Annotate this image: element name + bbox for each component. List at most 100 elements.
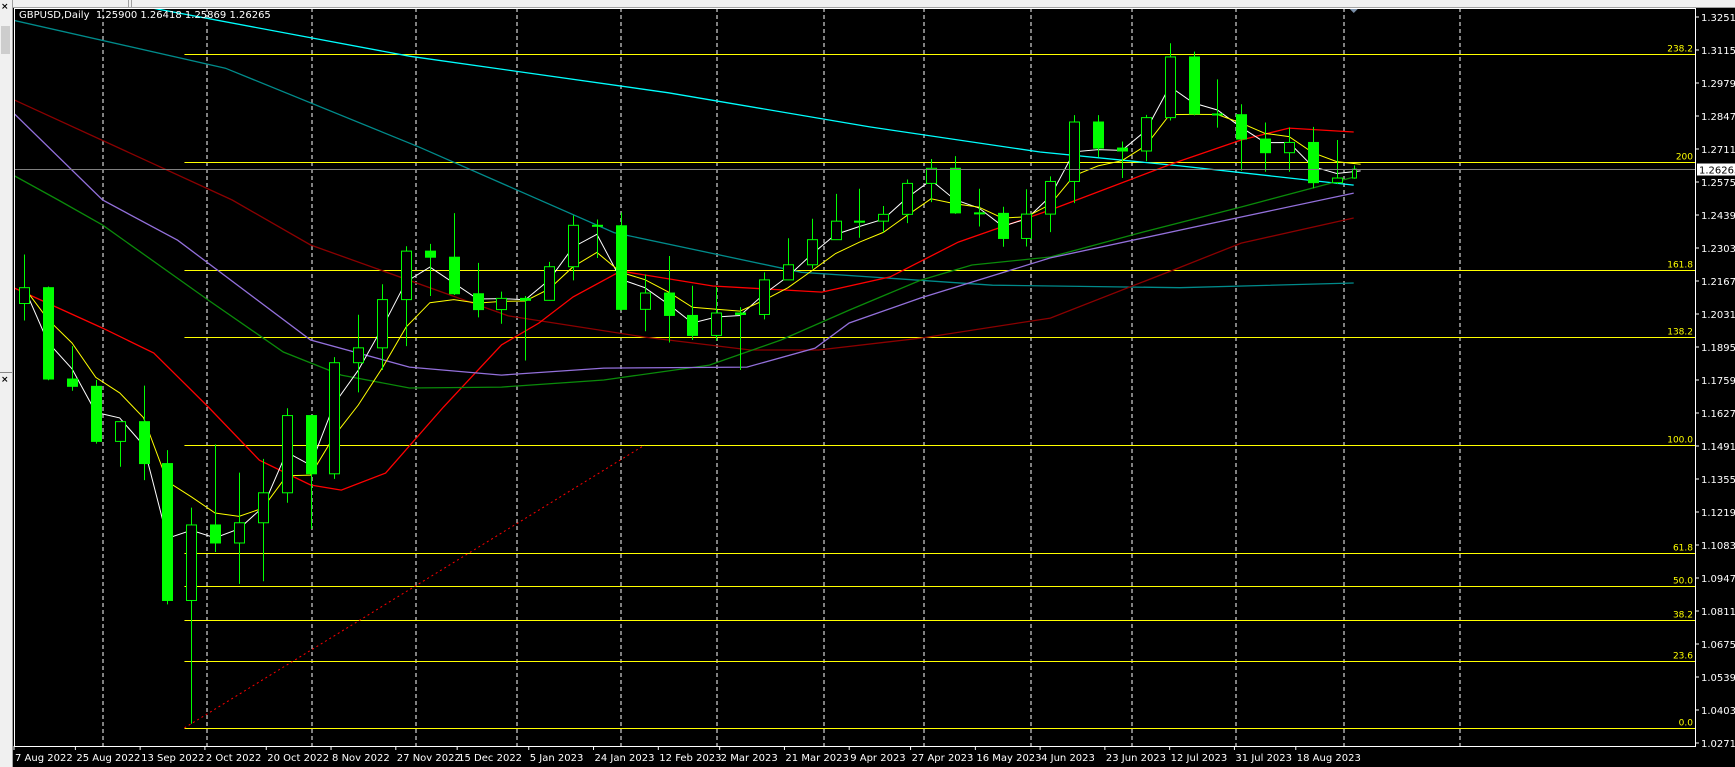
moving-average-line [14,175,1354,389]
candle [186,507,197,724]
candle-body [91,385,102,442]
candle [1093,115,1104,158]
candle-body [1021,213,1032,239]
candle-body [568,224,579,268]
candle [616,212,627,311]
moving-average-line [14,99,1354,351]
candle-body [139,421,150,465]
candle-body [998,212,1009,239]
candle [115,421,126,467]
fibonacci-expansion[interactable]: 0.0 23.6 38.2 50.0 61.8 100.0 138.2 161.8 200 238… [184,45,1695,729]
moving-average-line [14,127,1354,491]
candle [640,274,651,332]
candle-body [1069,121,1080,182]
candle [353,314,364,393]
candle-body [616,225,627,310]
y-tick-label: 1.08110 [1701,607,1735,618]
candle [759,272,770,320]
moving-average-line [14,113,1354,376]
candle [544,261,555,301]
candle-body [306,415,317,475]
y-tick-label: 1.06750 [1701,640,1735,651]
candle [854,188,865,238]
x-tick-label: 20 Oct 2022 [267,753,329,764]
candle-body [926,167,937,184]
candle [520,295,531,361]
chart-shift-marker[interactable] [1348,8,1359,13]
candle-body [1284,141,1295,154]
candle [282,408,293,503]
fib-trend-line[interactable] [184,444,645,729]
candle-body [711,312,722,336]
candle [735,307,746,371]
candle-body [950,167,961,214]
candle-body [783,264,794,281]
x-tick-label: 12 Jul 2023 [1171,753,1228,764]
fib-level-label: 200 [1676,153,1693,163]
candle [43,286,54,381]
candle-body [1332,177,1343,184]
y-tick-label: 1.12190 [1701,508,1735,519]
x-tick-label: 24 Jan 2023 [595,753,655,764]
y-tick-label: 1.28470 [1701,112,1735,123]
candle [926,159,937,203]
candle-body [664,292,675,316]
x-tick-label: 7 Aug 2022 [15,753,73,764]
y-tick-label: 1.10830 [1701,541,1735,552]
candle-body [67,378,78,387]
y-tick-label: 1.16270 [1701,409,1735,420]
x-tick-label: 4 Jun 2023 [1041,753,1095,764]
scrollbar-thumb[interactable] [1,26,10,54]
candle-body [210,524,221,544]
candle [1141,114,1152,162]
candle [425,243,436,296]
candle [258,458,269,582]
candle [306,415,317,529]
candle-body [807,239,818,266]
x-tick-label: 27 Apr 2023 [912,753,974,764]
candle-body [831,220,842,241]
axes: 1.32510 1.31150 1.29790 1.28470 1.27110 1.257… [13,8,1735,764]
candle [1260,122,1271,172]
candle-body [1352,168,1357,179]
candle [19,254,30,321]
candle [711,286,722,341]
candle [449,213,460,295]
x-tick-label: 18 Aug 2023 [1297,753,1361,764]
candle-body [449,256,460,295]
close-icon[interactable]: × [1,375,9,385]
candle-body [1260,138,1271,154]
candle-body [1212,113,1223,116]
candle-body [854,220,865,223]
candle [1308,126,1319,189]
y-tick-label: 1.14910 [1701,442,1735,453]
candle-body [282,415,293,494]
x-tick-label: 23 Jun 2023 [1106,753,1166,764]
x-tick-label: 2 Mar 2023 [721,753,778,764]
candle [783,238,794,281]
toolbar-separator [131,0,132,7]
candles [19,43,1357,724]
candle [1189,51,1200,116]
plot-border [14,8,1696,747]
candle-body [974,212,985,215]
candle [1021,189,1032,247]
candle-body [425,250,436,258]
candle [1045,176,1056,233]
panel-divider [0,372,12,373]
candle-body [162,463,173,601]
candle [902,179,913,224]
x-tick-label: 9 Apr 2023 [850,753,905,764]
toolbar-separator [128,0,129,7]
y-tick-label: 1.29790 [1701,79,1735,90]
candle-body [258,492,269,524]
candle-body [19,287,30,305]
candle-body [496,297,507,311]
fib-level-label: 238.2 [1667,45,1693,55]
candle [1212,79,1223,128]
y-tick-label: 1.09470 [1701,574,1735,585]
toolbar-strip [13,0,1735,8]
close-icon[interactable]: × [1,2,9,12]
candle [1284,127,1295,172]
